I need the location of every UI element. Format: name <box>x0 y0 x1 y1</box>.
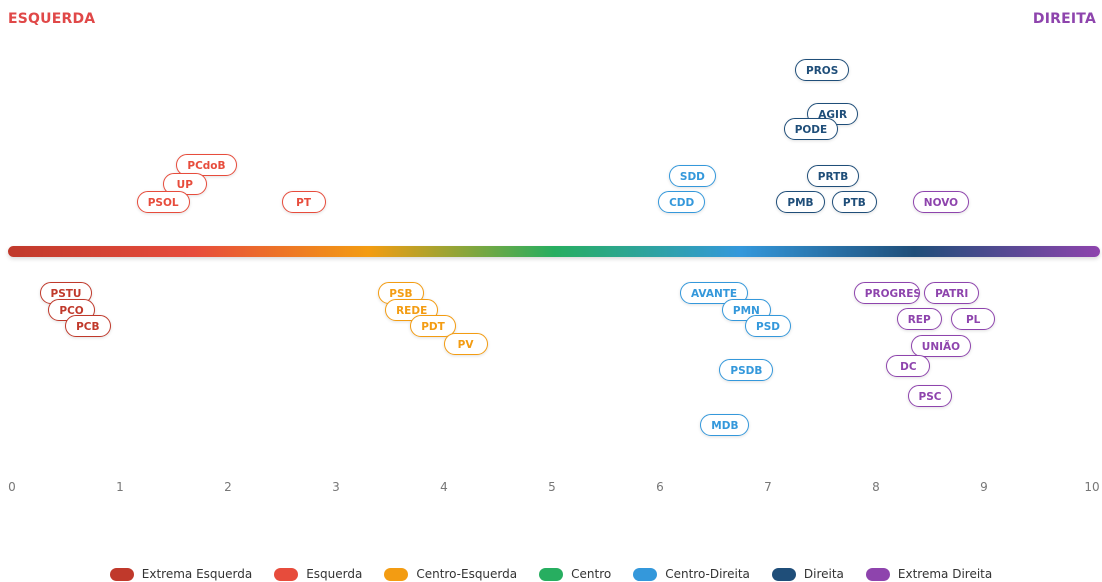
party-pill-psd[interactable]: PSD <box>745 315 791 337</box>
legend-swatch <box>633 567 658 581</box>
party-pill-patri[interactable]: PATRI <box>924 282 980 304</box>
legend-item: Esquerda <box>274 567 362 581</box>
x-tick-label: 4 <box>440 480 448 494</box>
legend-label: Centro-Esquerda <box>416 567 518 581</box>
party-pill-pmb[interactable]: PMB <box>776 191 825 213</box>
legend-label: Extrema Direita <box>897 567 993 581</box>
party-pill-psol[interactable]: PSOL <box>136 191 190 213</box>
legend-swatch <box>384 567 409 581</box>
party-pill-progressistas[interactable]: PROGRESSISTAS <box>853 282 920 304</box>
spectrum-bar <box>8 246 1100 257</box>
legend-swatch <box>109 567 134 581</box>
legend-item: Direita <box>771 567 844 581</box>
x-tick-label: 2 <box>224 480 232 494</box>
party-pill-pdt[interactable]: PDT <box>410 315 456 337</box>
x-tick-label: 1 <box>116 480 124 494</box>
x-tick-label: 0 <box>8 480 16 494</box>
party-pill-rep[interactable]: REP <box>896 308 942 331</box>
legend-label: Direita <box>803 567 844 581</box>
party-pill-pcdob[interactable]: PCdoB <box>176 153 237 176</box>
x-tick-label: 3 <box>332 480 340 494</box>
right-side-label: DIREITA <box>1032 11 1096 27</box>
party-pill-sdd[interactable]: SDD <box>668 164 716 187</box>
party-pill-psdb[interactable]: PSDB <box>719 359 774 381</box>
legend-label: Centro <box>571 567 612 581</box>
party-pill-pl[interactable]: PL <box>951 308 996 331</box>
legend-swatch <box>865 567 890 581</box>
legend-item: Centro-Direita <box>633 567 750 581</box>
party-pill-pros[interactable]: PROS <box>795 59 850 81</box>
legend-item: Centro-Esquerda <box>384 567 517 581</box>
party-pill-mdb[interactable]: MDB <box>700 414 750 436</box>
x-tick-label: 7 <box>764 480 772 494</box>
x-tick-label: 8 <box>872 480 880 494</box>
party-pill-pode[interactable]: PODE <box>783 118 839 141</box>
legend-label: Extrema Esquerda <box>141 567 253 581</box>
party-pill-pt[interactable]: PT <box>281 191 326 213</box>
legend: Extrema Esquerda Esquerda Centro-Esquerda C… <box>0 566 1102 582</box>
party-pill-psc[interactable]: PSC <box>907 385 953 408</box>
party-pill-ptb[interactable]: PTB <box>831 191 877 213</box>
legend-item: Extrema Esquerda <box>109 567 253 581</box>
legend-swatch <box>539 567 564 581</box>
party-pill-cdd[interactable]: CDD <box>658 191 706 213</box>
x-tick-label: 6 <box>656 480 664 494</box>
x-tick-label: 10 <box>1084 480 1100 494</box>
legend-item: Extrema Direita <box>865 567 993 581</box>
party-pill-pv[interactable]: PV <box>443 332 488 355</box>
party-pill-novo[interactable]: NOVO <box>912 191 970 213</box>
party-pill-dc[interactable]: DC <box>886 354 931 377</box>
legend-swatch <box>771 567 796 581</box>
legend-label: Centro-Direita <box>665 567 750 581</box>
legend-swatch <box>274 567 299 581</box>
x-tick-label: 5 <box>548 480 556 494</box>
party-pill-up[interactable]: UP <box>162 173 207 196</box>
legend-item: Centro <box>539 567 611 581</box>
party-pill-prtb[interactable]: PRTB <box>806 164 860 187</box>
party-pill-pcb[interactable]: PCB <box>65 315 111 337</box>
legend-label: Esquerda <box>306 567 363 581</box>
x-tick-label: 9 <box>980 480 988 494</box>
party-pill-uni-o[interactable]: UNIÃO <box>910 334 972 357</box>
left-side-label: ESQUERDA <box>8 11 96 27</box>
